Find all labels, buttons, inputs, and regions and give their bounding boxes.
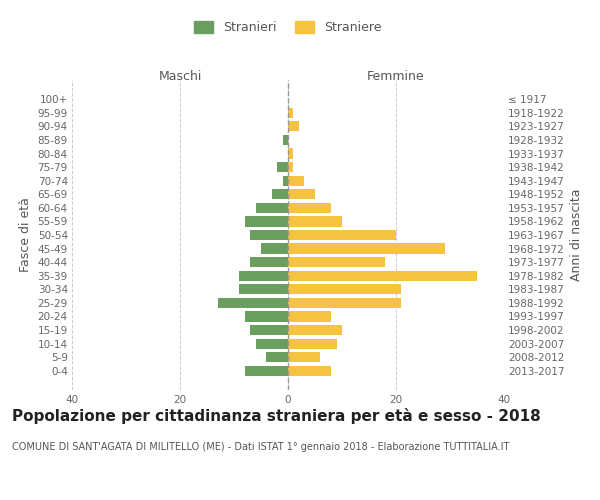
Bar	[288, 352, 320, 362]
Text: COMUNE DI SANT'AGATA DI MILITELLO (ME) - Dati ISTAT 1° gennaio 2018 - Elaborazio: COMUNE DI SANT'AGATA DI MILITELLO (ME) -…	[12, 442, 509, 452]
Bar	[261, 244, 288, 254]
Bar	[256, 202, 288, 213]
Y-axis label: Fasce di età: Fasce di età	[19, 198, 32, 272]
Bar	[288, 189, 315, 200]
Bar	[218, 298, 288, 308]
Bar	[288, 312, 331, 322]
Bar	[288, 298, 401, 308]
Text: Popolazione per cittadinanza straniera per età e sesso - 2018: Popolazione per cittadinanza straniera p…	[12, 408, 541, 424]
Bar	[256, 338, 288, 348]
Bar	[245, 366, 288, 376]
Bar	[288, 338, 337, 348]
Bar	[288, 230, 396, 240]
Legend: Stranieri, Straniere: Stranieri, Straniere	[190, 16, 386, 40]
Bar	[283, 135, 288, 145]
Bar	[288, 257, 385, 268]
Bar	[288, 325, 342, 335]
Bar	[245, 312, 288, 322]
Bar	[288, 216, 342, 226]
Bar	[277, 162, 288, 172]
Bar	[288, 366, 331, 376]
Bar	[239, 270, 288, 281]
Bar	[288, 108, 293, 118]
Bar	[288, 284, 401, 294]
Bar	[250, 230, 288, 240]
Bar	[245, 216, 288, 226]
Bar	[288, 244, 445, 254]
Bar	[283, 176, 288, 186]
Bar	[272, 189, 288, 200]
Y-axis label: Anni di nascita: Anni di nascita	[571, 188, 583, 281]
Bar	[250, 325, 288, 335]
Bar	[288, 176, 304, 186]
Text: Maschi: Maschi	[158, 70, 202, 83]
Text: Femmine: Femmine	[367, 70, 425, 83]
Bar	[288, 148, 293, 158]
Bar	[288, 162, 293, 172]
Bar	[288, 202, 331, 213]
Bar	[239, 284, 288, 294]
Bar	[266, 352, 288, 362]
Bar	[250, 257, 288, 268]
Bar	[288, 270, 477, 281]
Bar	[288, 122, 299, 132]
